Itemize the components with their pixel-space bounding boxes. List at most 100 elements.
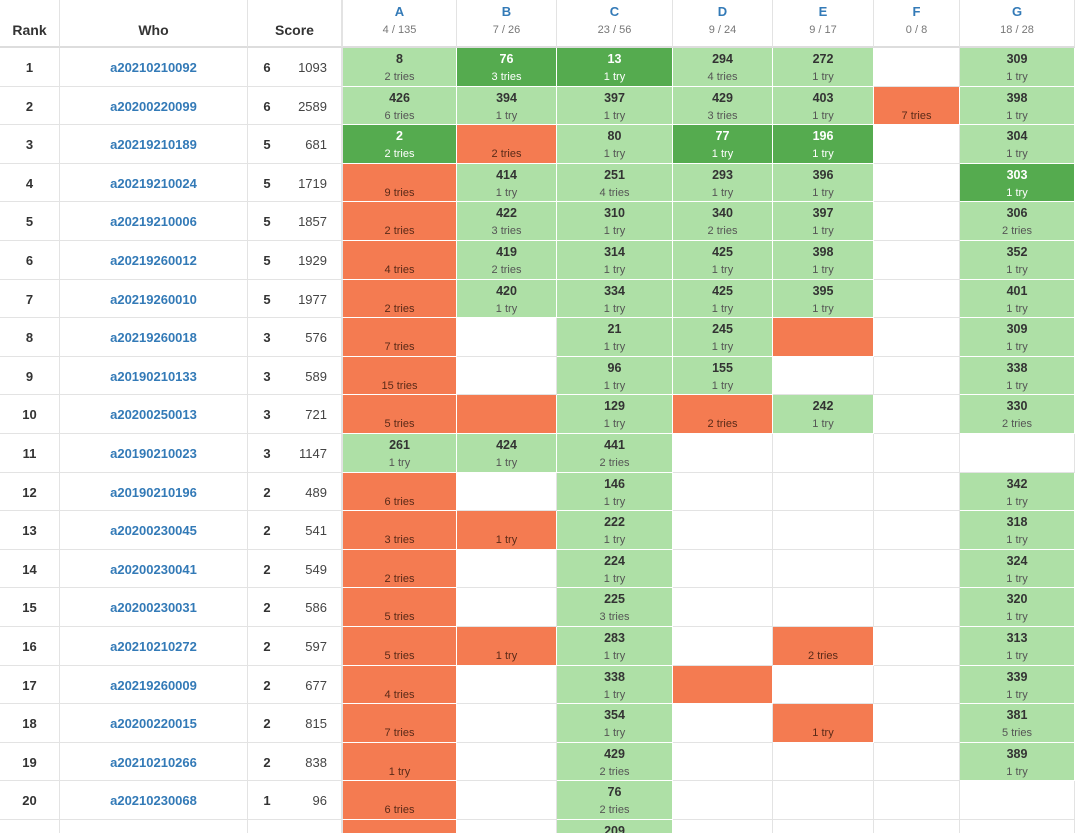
solved-count: 2 — [263, 484, 271, 500]
team-link[interactable]: a20219210189 — [110, 137, 197, 153]
penalty: 2589 — [298, 98, 327, 114]
score-cell: 2 541 — [248, 511, 342, 550]
problem-letter[interactable]: C — [609, 4, 620, 19]
team-link[interactable]: a20190210133 — [110, 368, 197, 384]
solve-time: 303 — [1006, 167, 1028, 182]
problem-cell — [874, 241, 960, 280]
who-cell: a20190210196 — [60, 472, 248, 512]
penalty: 589 — [305, 368, 327, 384]
team-link[interactable]: a20210210092 — [110, 60, 197, 75]
rank: 13 — [22, 523, 37, 539]
problem-cell: 309 1 try — [960, 318, 1075, 357]
team-link[interactable]: a20219260012 — [110, 253, 197, 268]
team-link[interactable]: a20219260009 — [110, 677, 197, 693]
team-link[interactable]: a20219260018 — [110, 330, 197, 346]
problem-cell: 2 tries — [342, 202, 457, 241]
solve-time: 338 — [1006, 360, 1028, 375]
problem-header: D 9 / 24 — [673, 0, 773, 48]
problem-cell — [673, 627, 773, 666]
problem-cell — [874, 318, 960, 357]
tries: 1 try — [603, 418, 626, 431]
column-header: Who — [138, 22, 169, 38]
penalty: 489 — [305, 484, 327, 500]
problem-letter[interactable]: G — [1011, 4, 1023, 19]
solve-time: 76 — [607, 785, 622, 800]
team-link[interactable]: a20200220015 — [110, 716, 197, 732]
rank-cell: 20 — [0, 781, 60, 820]
rank: 2 — [25, 98, 34, 114]
problem-cell: 389 1 try — [960, 742, 1075, 782]
problem-letter[interactable]: A — [394, 4, 405, 19]
rank: 16 — [22, 639, 37, 654]
team-link[interactable]: a20219210006 — [110, 214, 197, 230]
team-link[interactable]: a20219260010 — [110, 291, 197, 307]
problem-cell — [874, 48, 960, 87]
rank: 4 — [25, 175, 34, 191]
problem-letter[interactable]: D — [717, 4, 728, 19]
problem-letter[interactable]: B — [501, 4, 512, 19]
rank-cell: 16 — [0, 627, 60, 666]
tries: 1 try — [812, 225, 834, 238]
team-link[interactable]: a20210230068 — [110, 793, 197, 809]
problem-letter[interactable]: F — [912, 4, 921, 19]
problem-cell: 394 1 try — [457, 86, 557, 126]
score-cell: 3 589 — [248, 356, 342, 396]
problem-cell — [874, 434, 960, 473]
team-link[interactable]: a20200220099 — [110, 98, 197, 114]
problem-cell — [673, 472, 773, 512]
tries: 5 tries — [1002, 727, 1032, 740]
problem-cell — [874, 627, 960, 666]
tries: 1 try — [1006, 495, 1028, 508]
problem-cell — [773, 434, 874, 473]
tries: 1 try — [495, 534, 518, 547]
score-cell: 5 1719 — [248, 163, 342, 203]
rank: 10 — [22, 407, 37, 423]
team-link[interactable]: a20200250013 — [110, 407, 197, 423]
score-cell: 2 815 — [248, 704, 342, 743]
solved-count: 5 — [263, 175, 271, 191]
team-link[interactable]: a20190210196 — [110, 484, 197, 500]
problem-cell — [673, 511, 773, 550]
team-link[interactable]: a20200230041 — [110, 561, 197, 577]
who-cell: a20219210024 — [60, 163, 248, 203]
header-cell: Score — [248, 0, 342, 48]
team-link[interactable]: a20210210272 — [110, 639, 197, 654]
solve-time: 339 — [1006, 669, 1028, 684]
problem-cell: 3 tries — [342, 511, 457, 550]
tries: 1 try — [1006, 650, 1028, 662]
who-cell: a20219260012 — [60, 241, 248, 280]
problem-letter[interactable]: E — [818, 4, 828, 19]
score-cell: 5 1929 — [248, 241, 342, 280]
problem-cell — [773, 472, 874, 512]
tries: 1 try — [1006, 379, 1028, 392]
problem-cell — [673, 434, 773, 473]
problem-cell: 1 try — [457, 511, 557, 550]
problem-cell: 155 1 try — [673, 356, 773, 396]
solve-time: 21 — [607, 322, 622, 337]
team-link[interactable]: a20210210266 — [110, 754, 197, 770]
solve-time: 146 — [604, 476, 625, 491]
who-cell: a20219260009 — [60, 665, 248, 705]
problem-cell — [773, 549, 874, 589]
score-cell: 1 96 — [248, 781, 342, 820]
solve-time: 422 — [496, 206, 517, 221]
problem-cell: 222 1 try — [557, 511, 673, 550]
problem-cell: 6 tries — [342, 472, 457, 512]
solved-count: 2 — [263, 677, 271, 693]
problem-cell — [673, 704, 773, 743]
problem-header: A 4 / 135 — [342, 0, 457, 48]
penalty: 586 — [305, 600, 327, 616]
team-link[interactable]: a20219210024 — [110, 175, 197, 191]
tries: 5 tries — [384, 418, 415, 431]
team-link[interactable]: a20200230045 — [110, 523, 197, 539]
solve-time: 310 — [604, 206, 625, 221]
problem-cell — [874, 742, 960, 782]
who-cell: a20200230041 — [60, 549, 248, 589]
solve-time: 309 — [1006, 322, 1028, 337]
rank-cell: 1 — [0, 48, 60, 87]
team-link[interactable]: a20190210023 — [110, 446, 197, 461]
problem-cell: 76 3 tries — [457, 48, 557, 87]
tries: 1 try — [1006, 341, 1028, 354]
team-link[interactable]: a20200230031 — [110, 600, 197, 616]
problem-cell — [457, 395, 557, 434]
